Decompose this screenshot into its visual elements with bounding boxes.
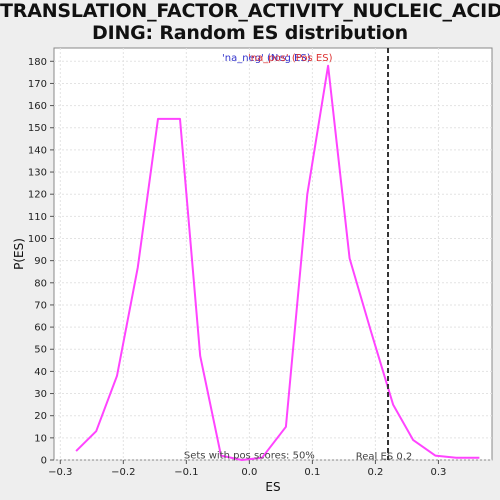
y-tick-label: 70 bbox=[34, 300, 47, 311]
x-tick-label: 0.1 bbox=[304, 467, 320, 478]
y-tick-label: 170 bbox=[28, 79, 47, 90]
real-es-label: Real ES 0.2 bbox=[356, 452, 412, 463]
y-tick-label: 80 bbox=[34, 278, 47, 289]
x-tick-label: 0.0 bbox=[241, 467, 257, 478]
y-tick-label: 140 bbox=[28, 145, 47, 156]
x-tick-label: 0.2 bbox=[367, 467, 383, 478]
x-axis-label: ES bbox=[265, 480, 280, 494]
axes: −0.3 −0.2 −0.1 0.0 0.1 0.2 0.3 0 10 20 30 40 50 60 70 8… bbox=[28, 57, 446, 478]
y-tick-label: 100 bbox=[28, 234, 47, 245]
y-tick-label: 90 bbox=[34, 256, 47, 267]
y-tick-label: 110 bbox=[28, 212, 47, 223]
plot-area bbox=[53, 47, 493, 461]
pos-scores-footnote: Sets with pos scores: 50% bbox=[184, 451, 315, 462]
chart-title: TRANSLATION_FACTOR_ACTIVITY_NUCLEIC_ACID… bbox=[0, 0, 500, 44]
y-tick-label: 180 bbox=[28, 57, 47, 68]
y-tick-label: 60 bbox=[34, 323, 47, 334]
y-tick-label: 0 bbox=[41, 456, 47, 467]
series-layer bbox=[75, 64, 480, 461]
legend-neg-entry: 'na_neg' (Neg ES) bbox=[222, 53, 311, 64]
annotation-layer: Real ES 0.2 Sets with pos scores: 50% 'na_… bbox=[184, 48, 412, 463]
y-tick-label: 160 bbox=[28, 101, 47, 112]
x-tick-label: 0.3 bbox=[430, 467, 446, 478]
y-tick-label: 50 bbox=[34, 345, 47, 356]
legend-pos-entry: 'na_pos' (Pos ES) bbox=[248, 53, 333, 64]
y-tick-label: 150 bbox=[28, 123, 47, 134]
y-tick-label: 120 bbox=[28, 190, 47, 201]
grid bbox=[54, 48, 492, 461]
y-tick-label: 20 bbox=[34, 411, 47, 422]
y-tick-label: 30 bbox=[34, 389, 47, 400]
x-tick-label: −0.1 bbox=[174, 467, 198, 478]
x-tick-label: −0.3 bbox=[48, 467, 72, 478]
y-tick-label: 40 bbox=[34, 367, 47, 378]
es-distribution-line bbox=[75, 64, 480, 461]
y-tick-label: 130 bbox=[28, 168, 47, 179]
y-tick-label: 10 bbox=[34, 433, 47, 444]
x-tick-label: −0.2 bbox=[111, 467, 135, 478]
y-axis-label: P(ES) bbox=[12, 238, 26, 270]
